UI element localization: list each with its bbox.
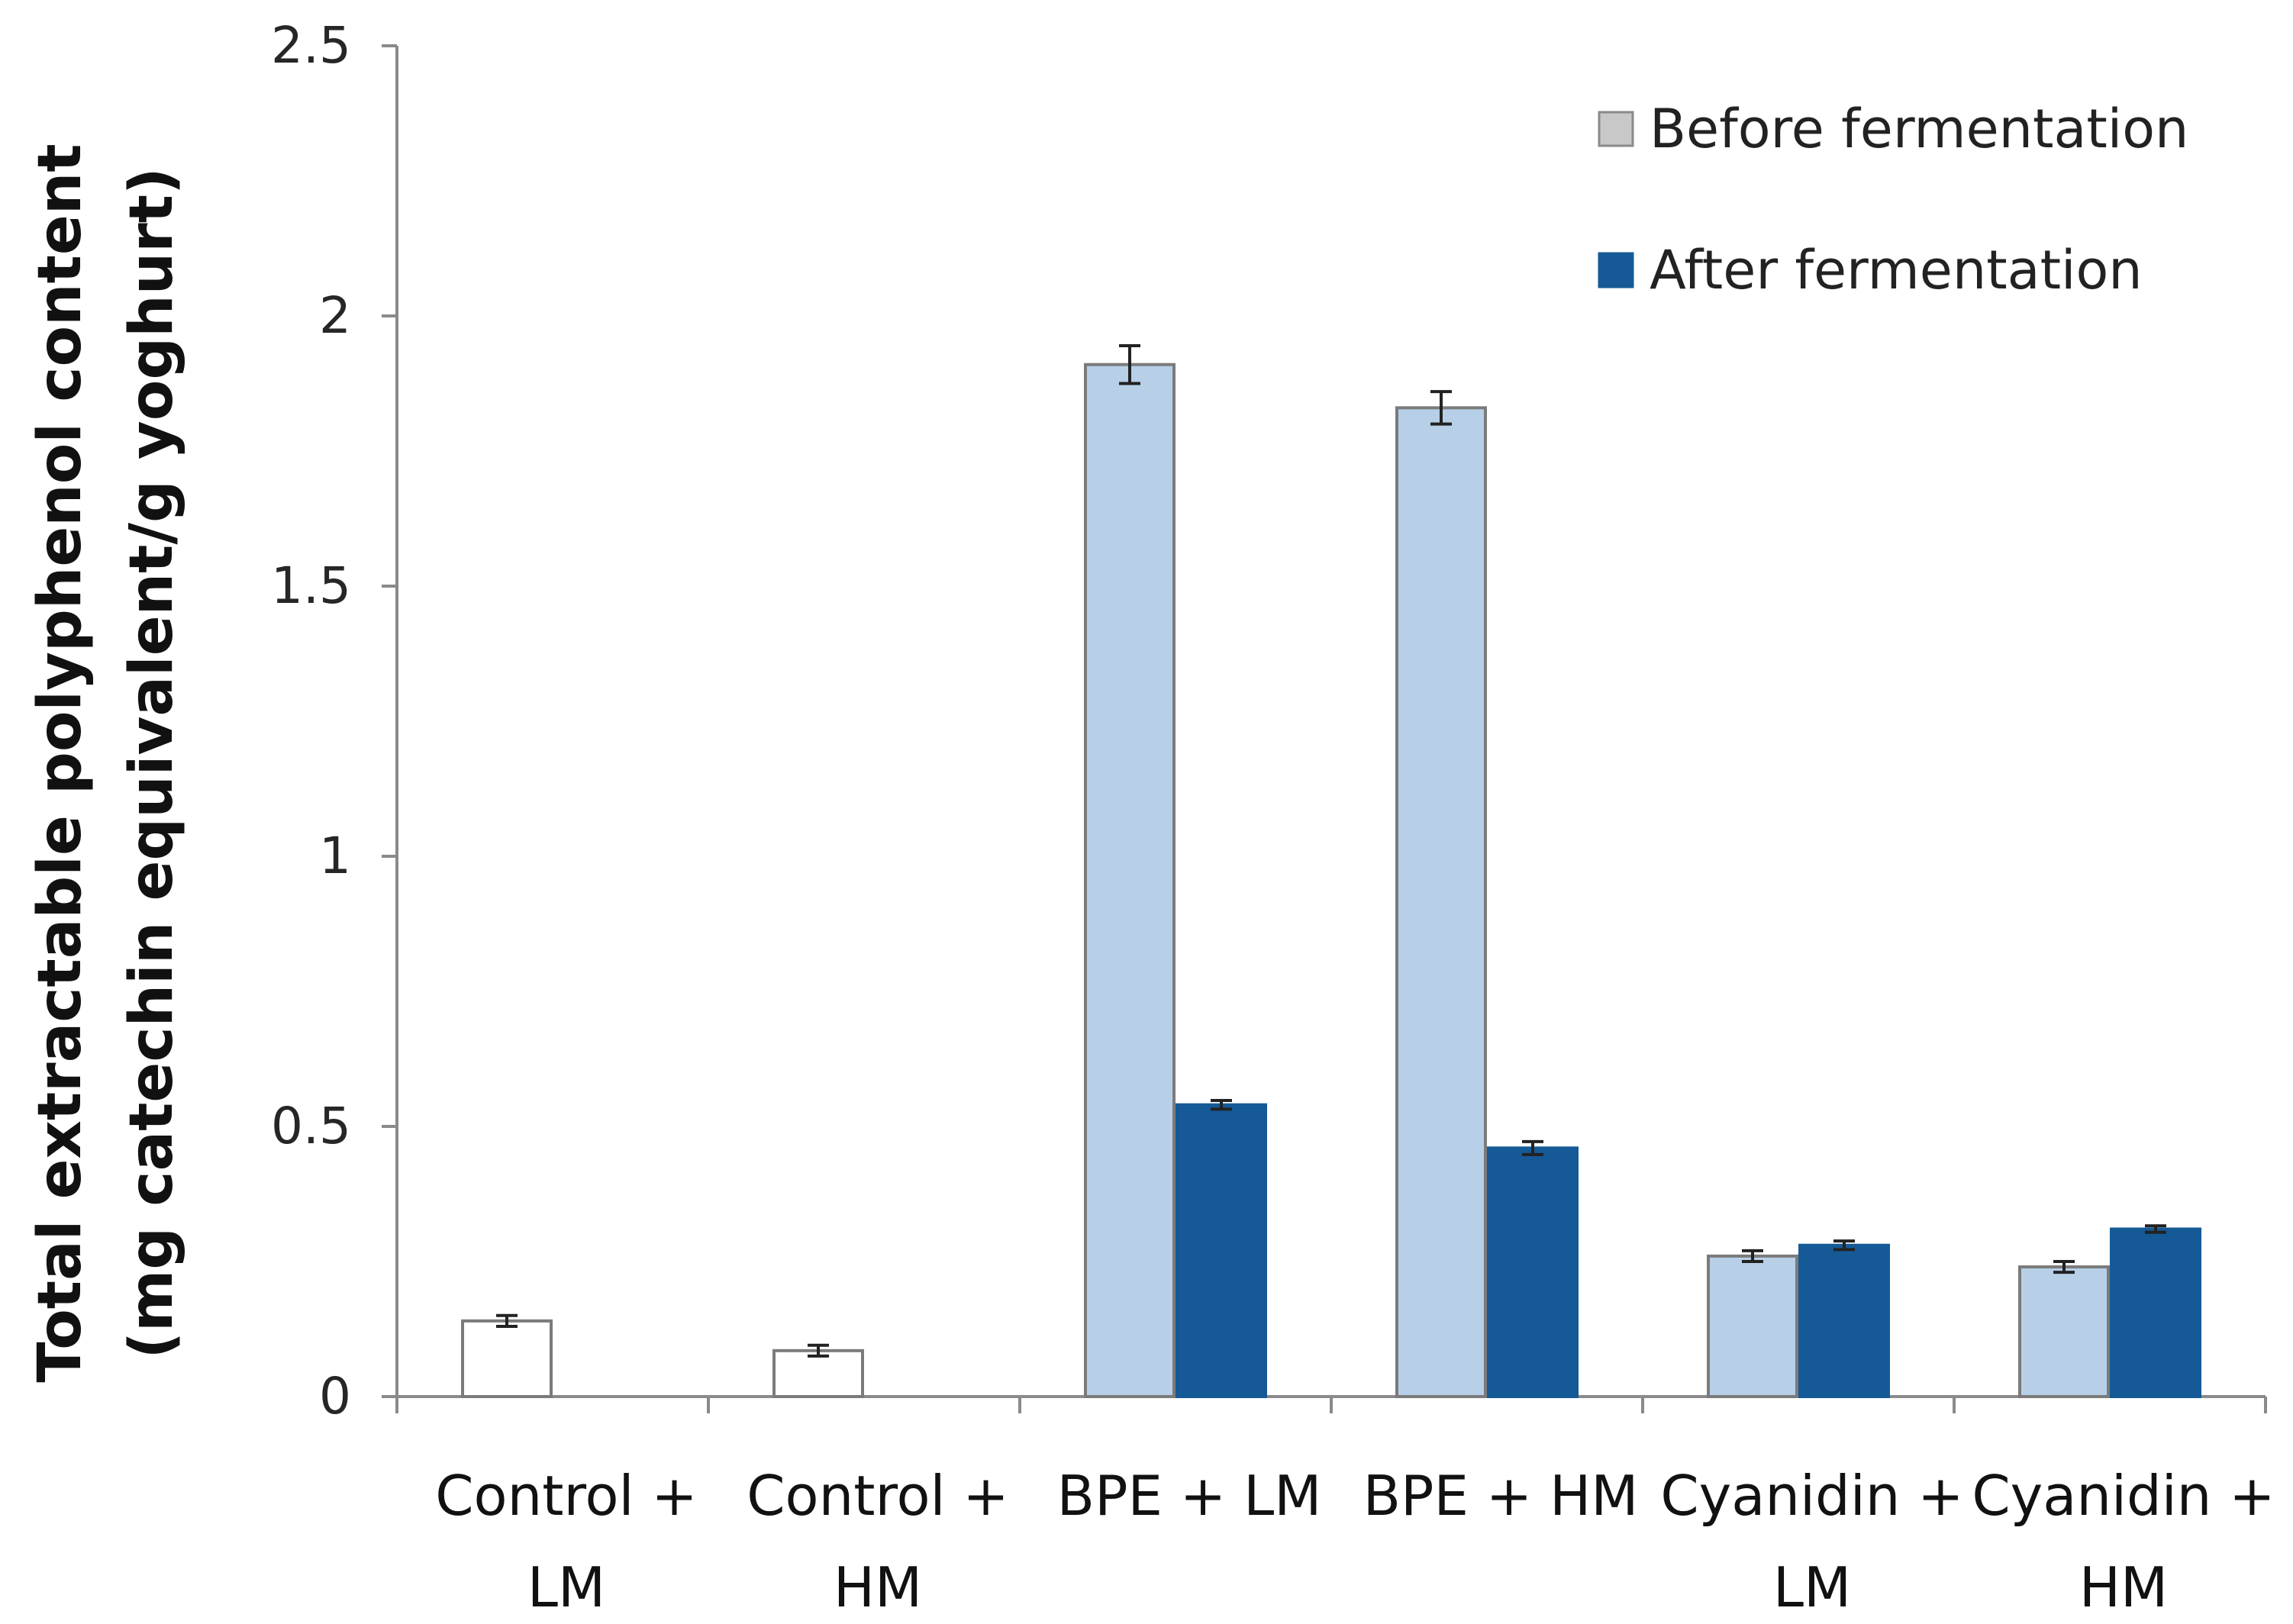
y-tick-label: 0 [319,1367,351,1426]
y-axis-label-units: (mg catechin equivalent/g yoghurt) [118,167,186,1358]
y-tick-label: 2.5 [271,16,351,75]
y-tick-label: 1 [319,826,351,885]
labels: 0 0.5 1 1.5 2 2.5 Control + LM Control + HM BPE + … [26,16,2275,1619]
category-label: Cyanidin + [1660,1464,1963,1528]
bar-before [1395,406,1487,1398]
bar-before [2018,1265,2110,1398]
bar-after [1176,1103,1267,1399]
legend-label-after: After fermentation [1650,239,2143,301]
bar-after [1487,1146,1579,1398]
bar-before [772,1348,864,1398]
error-bars [496,343,2166,1358]
y-axis-label: Total extractable polyphenol content [26,143,95,1382]
category-label: HM [834,1555,922,1619]
y-tick-label: 1.5 [271,556,351,615]
category-label: Cyanidin + [1972,1464,2275,1528]
category-label: LM [1773,1555,1851,1619]
legend-swatch-before [1598,111,1634,147]
bars [461,362,2201,1399]
legend: Before fermentation After fermentation [1598,98,2188,301]
y-tick-label: 2 [319,286,351,345]
bar-before [1707,1254,1798,1399]
category-label: BPE + LM [1057,1464,1322,1528]
bar-before [461,1319,553,1399]
category-label: LM [527,1555,605,1619]
category-label: Control + [435,1464,697,1528]
bar-after [2110,1227,2201,1399]
y-tick-label: 0.5 [271,1097,351,1155]
category-label: BPE + HM [1363,1464,1639,1528]
bar-before [1084,362,1176,1399]
legend-label-before: Before fermentation [1650,98,2188,160]
bar-after [1798,1243,1890,1399]
axes [382,44,2267,1413]
legend-swatch-after [1598,252,1634,288]
category-label: Control + [747,1464,1008,1528]
category-label: HM [2079,1555,2168,1619]
